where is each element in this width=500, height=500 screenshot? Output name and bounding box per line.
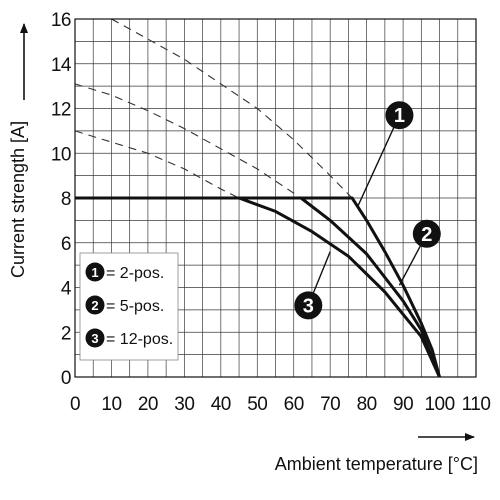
plot-border xyxy=(74,18,477,378)
legend-badge-number: 2 xyxy=(91,298,98,313)
x-tick-label: 100 xyxy=(424,394,454,415)
legend-badge-3 xyxy=(85,328,105,348)
x-tick-label: 90 xyxy=(393,394,413,415)
x-tick-label: 50 xyxy=(247,394,267,415)
y-tick-label: 0 xyxy=(61,368,71,389)
y-tick-label: 14 xyxy=(51,55,72,76)
legend-badge-number: 1 xyxy=(91,265,98,280)
x-tick-label: 40 xyxy=(211,394,231,415)
legend-label: = 12-pos. xyxy=(106,331,173,348)
dashed-curve-1 xyxy=(111,18,353,199)
x-tick-label: 70 xyxy=(320,394,340,415)
curve-callouts: 1 2 3 xyxy=(294,101,441,320)
y-tick-label: 8 xyxy=(61,189,71,210)
legend-label: = 2-pos. xyxy=(106,265,164,282)
callout-badge-number: 3 xyxy=(303,295,314,317)
legend-badge-2 xyxy=(85,295,105,315)
callout-leader-3 xyxy=(312,251,331,295)
callout-leader-1 xyxy=(356,125,396,208)
y-tick-label: 4 xyxy=(61,279,72,300)
x-axis-label: Ambient temperature [°C] xyxy=(275,454,478,474)
y-tick-label: 10 xyxy=(51,144,71,165)
callout-badge-number: 2 xyxy=(421,224,432,246)
x-tick-label: 80 xyxy=(357,394,377,415)
legend-label: = 5-pos. xyxy=(106,298,164,315)
legend-badge-number: 3 xyxy=(91,331,98,346)
y-tick-label: 16 xyxy=(51,10,71,31)
y-axis-label: Current strength [A] xyxy=(8,121,28,278)
y-tick-label: 12 xyxy=(51,100,71,121)
y-axis-ticks: 0 2 4 6 8 10 12 14 16 xyxy=(51,10,73,389)
callout-leader-2 xyxy=(398,244,422,286)
dashed-curve-2 xyxy=(74,83,302,199)
y-tick-label: 6 xyxy=(61,234,71,255)
x-tick-label: 110 xyxy=(462,394,491,415)
dashed-extensions xyxy=(74,18,353,199)
curve-3 xyxy=(75,196,441,378)
curve-2 xyxy=(75,196,441,378)
callout-badge-2 xyxy=(412,219,441,248)
derating-curves xyxy=(75,196,441,378)
callout-badge-3 xyxy=(294,291,323,320)
callout-badge-1 xyxy=(385,101,414,130)
plot-frame xyxy=(74,18,477,378)
callout-badge-number: 1 xyxy=(394,105,405,127)
x-tick-label: 60 xyxy=(284,394,304,415)
x-axis-ticks: 0 10 20 30 40 50 60 70 80 90 100 110 xyxy=(70,394,491,415)
x-tick-label: 10 xyxy=(101,394,121,415)
legend: 1 = 2-pos. 2 = 5-pos. 3 = 12-pos. xyxy=(79,252,179,361)
x-tick-label: 0 xyxy=(70,394,80,415)
dashed-curve-3 xyxy=(74,130,240,199)
legend-badge-1 xyxy=(85,262,105,282)
x-tick-label: 20 xyxy=(138,394,158,415)
y-tick-label: 2 xyxy=(61,323,71,344)
x-tick-label: 30 xyxy=(174,394,194,415)
curve-1 xyxy=(75,196,441,378)
